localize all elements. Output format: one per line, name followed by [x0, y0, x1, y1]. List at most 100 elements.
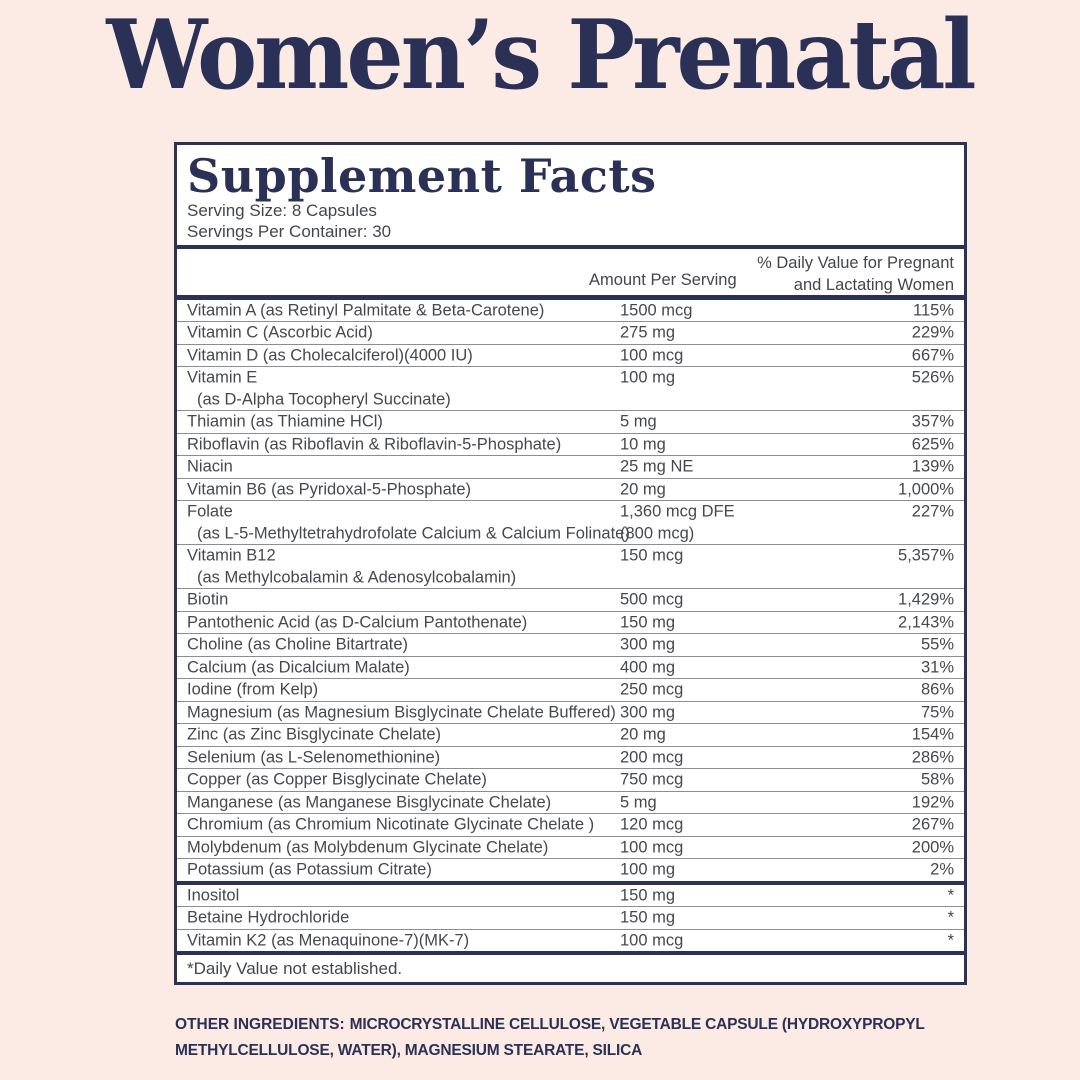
supplement-facts-panel: Supplement Facts Serving Size: 8 Capsule… [174, 142, 967, 986]
nutrient-name: Chromium (as Chromium Nicotinate Glycina… [187, 815, 595, 834]
nutrient-row: Potassium (as Potassium Citrate) 100 mg 2% [177, 859, 964, 885]
nutrient-daily-value: 667% [911, 346, 954, 365]
nutrient-amount: 275 mg [620, 323, 676, 342]
footnote: *Daily Value not established. [187, 959, 403, 979]
nutrient-name: Biotin [187, 590, 229, 609]
dv-header-line1: % Daily Value for Pregnant [757, 254, 954, 273]
nutrient-amount: 5 mg [620, 793, 657, 812]
nutrient-daily-value: 86% [920, 680, 954, 699]
nutrient-amount: 25 mg NE [620, 457, 694, 476]
nutrient-row: Vitamin B6 (as Pyridoxal-5-Phosphate) 20 … [177, 479, 964, 502]
nutrient-amount: 750 mcg [620, 770, 684, 789]
nutrient-daily-value: 55% [920, 635, 954, 654]
nutrient-name: Choline (as Choline Bitartrate) [187, 635, 409, 654]
nutrient-name: Zinc (as Zinc Bisglycinate Chelate) [187, 725, 442, 744]
nutrient-name: Vitamin B6 (as Pyridoxal-5-Phosphate) [187, 480, 471, 499]
nutrient-amount: 300 mg [620, 703, 676, 722]
nutrient-name: Vitamin C (Ascorbic Acid) [187, 323, 373, 342]
nutrient-row: Vitamin K2 (as Menaquinone-7)(MK-7) 100 m… [177, 930, 964, 956]
nutrient-row: Copper (as Copper Bisglycinate Chelate) 7… [177, 769, 964, 792]
nutrient-name: Potassium (as Potassium Citrate) [187, 860, 432, 879]
nutrient-amount: 150 mg [620, 613, 676, 632]
nutrient-row: Vitamin B12 150 mcg 5,357% (as Methylcobala… [177, 545, 964, 590]
nutrient-name: Thiamin (as Thiamine HCl) [187, 412, 383, 431]
nutrient-name: Vitamin D (as Cholecalciferol)(4000 IU) [187, 346, 473, 365]
nutrient-row: Zinc (as Zinc Bisglycinate Chelate) 20 mg… [177, 724, 964, 747]
nutrient-daily-value: * [947, 908, 954, 927]
nutrient-row: Vitamin A (as Retinyl Palmitate & Beta-C… [177, 300, 964, 323]
nutrient-name: Iodine (from Kelp) [187, 680, 319, 699]
dv-header-line2: and Lactating Women [793, 275, 954, 294]
nutrient-row: Selenium (as L-Selenomethionine) 200 mcg 2… [177, 747, 964, 770]
column-headers: Amount Per Serving % Daily Value for Pre… [177, 249, 964, 295]
nutrient-daily-value: 357% [911, 412, 954, 431]
nutrient-name: Pantothenic Acid (as D-Calcium Pantothen… [187, 613, 528, 632]
nutrient-name-line2: (as Methylcobalamin & Adenosylcobalamin) [197, 568, 517, 587]
nutrient-amount-line2: (800 mcg) [620, 524, 695, 543]
nutrient-amount: 250 mcg [620, 680, 684, 699]
nutrient-row: Riboflavin (as Riboflavin & Riboflavin-5… [177, 434, 964, 457]
nutrient-row: Magnesium (as Magnesium Bisglycinate Che… [177, 702, 964, 725]
nutrient-daily-value: 286% [911, 748, 954, 767]
nutrient-amount: 100 mcg [620, 931, 684, 950]
nutrient-name: Folate [187, 502, 233, 521]
page-title: Women’s Prenatal [106, 0, 976, 112]
nutrient-daily-value: 229% [911, 323, 954, 342]
nutrient-amount: 150 mg [620, 908, 676, 927]
nutrient-name: Selenium (as L-Selenomethionine) [187, 748, 441, 767]
nutrient-amount: 20 mg [620, 480, 666, 499]
nutrient-amount: 200 mcg [620, 748, 684, 767]
nutrient-row: Inositol 150 mg * [177, 885, 964, 908]
nutrient-daily-value: 267% [911, 815, 954, 834]
nutrient-rows: Vitamin A (as Retinyl Palmitate & Beta-C… [177, 300, 964, 956]
nutrient-daily-value: 139% [911, 457, 954, 476]
column-header-amount: Amount Per Serving [589, 271, 737, 290]
other-ingredients: OTHER INGREDIENTS: MICROCRYSTALLINE CELLU… [175, 1012, 955, 1065]
nutrient-amount: 150 mcg [620, 546, 684, 565]
column-header-daily-value: % Daily Value for Pregnant and Lactating… [757, 253, 954, 296]
nutrient-name: Betaine Hydrochloride [187, 908, 350, 927]
nutrient-daily-value: 58% [920, 770, 954, 789]
nutrient-daily-value: 5,357% [898, 546, 954, 565]
nutrient-daily-value: 115% [913, 301, 954, 320]
nutrient-daily-value: 526% [911, 368, 954, 387]
nutrient-daily-value: * [947, 886, 954, 905]
nutrient-daily-value: * [947, 931, 954, 950]
nutrient-name: Vitamin A (as Retinyl Palmitate & Beta-C… [187, 301, 545, 320]
nutrient-row: Chromium (as Chromium Nicotinate Glycina… [177, 814, 964, 837]
nutrient-daily-value: 227% [911, 502, 954, 521]
nutrient-daily-value: 192% [911, 793, 954, 812]
nutrient-amount: 10 mg [620, 435, 666, 454]
nutrient-row: Iodine (from Kelp) 250 mcg 86% [177, 679, 964, 702]
divider-columns [177, 295, 964, 300]
nutrient-amount: 100 mcg [620, 838, 684, 857]
nutrient-amount: 150 mg [620, 886, 676, 905]
nutrient-row: Molybdenum (as Molybdenum Glycinate Chel… [177, 837, 964, 860]
nutrient-daily-value: 75% [920, 703, 954, 722]
supplement-facts-title: Supplement Facts [187, 149, 657, 203]
nutrient-amount: 400 mg [620, 658, 676, 677]
nutrient-daily-value: 1,429% [898, 590, 954, 609]
nutrient-name: Riboflavin (as Riboflavin & Riboflavin-5… [187, 435, 562, 454]
servings-per-container: Servings Per Container: 30 [187, 221, 392, 241]
other-ingredients-text: MICROCRYSTALLINE CELLULOSE, VEGETABLE CA… [175, 1016, 925, 1060]
nutrient-daily-value: 200% [911, 838, 954, 857]
nutrient-row: Niacin 25 mg NE 139% [177, 456, 964, 479]
nutrient-amount: 120 mcg [620, 815, 684, 834]
nutrient-amount: 1,360 mcg DFE [620, 502, 735, 521]
nutrient-amount: 20 mg [620, 725, 666, 744]
nutrient-name: Magnesium (as Magnesium Bisglycinate Che… [187, 703, 616, 722]
nutrient-row: Betaine Hydrochloride 150 mg * [177, 907, 964, 930]
nutrient-amount: 300 mg [620, 635, 676, 654]
nutrient-name: Vitamin K2 (as Menaquinone-7)(MK-7) [187, 931, 470, 950]
nutrient-row: Choline (as Choline Bitartrate) 300 mg 55% [177, 634, 964, 657]
divider-header [177, 244, 964, 250]
nutrient-name: Vitamin B12 [187, 546, 276, 565]
nutrient-name: Calcium (as Dicalcium Malate) [187, 658, 410, 677]
nutrient-daily-value: 625% [911, 435, 954, 454]
serving-size: Serving Size: 8 Capsules [187, 200, 377, 220]
nutrient-row: Biotin 500 mcg 1,429% [177, 589, 964, 612]
other-ingredients-label: OTHER INGREDIENTS: [175, 1016, 345, 1033]
nutrient-row: Vitamin E 100 mg 526% (as D-Alpha Tocophery… [177, 367, 964, 412]
nutrient-daily-value: 1,000% [898, 480, 954, 499]
